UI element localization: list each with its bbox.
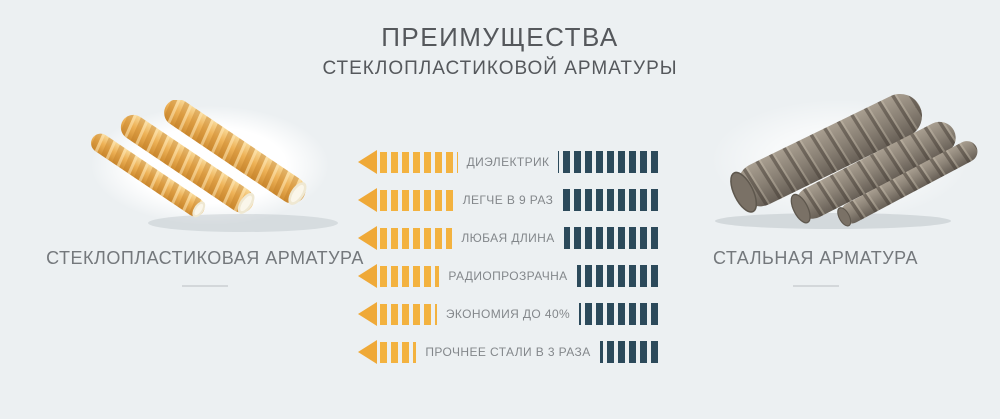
left-arrow-icon [358, 264, 377, 288]
row-label: ЛЮБАЯ ДЛИНА [461, 231, 555, 245]
advantage-arrow [358, 150, 458, 174]
comparison-row: РАДИОПРОЗРАЧНА [358, 264, 658, 288]
left-arrow-icon [358, 302, 377, 326]
left-arrow-icon [358, 188, 377, 212]
row-label: ПРОЧНЕЕ СТАЛИ В 3 РАЗА [425, 345, 591, 359]
fiberglass-rebar-caption: СТЕКЛОПЛАСТИКОВАЯ АРМАТУРА [25, 248, 385, 287]
teal-dash-bars-icon [579, 303, 658, 325]
teal-dash-bars-icon [563, 227, 658, 249]
steel-rebar-caption: СТАЛЬНАЯ АРМАТУРА [703, 248, 928, 287]
yellow-dash-bars-icon [380, 189, 454, 211]
comparison-row: ЛЮБАЯ ДЛИНА [358, 226, 658, 250]
fiberglass-rebar-image [91, 100, 338, 232]
steel-rebar-label: СТАЛЬНАЯ АРМАТУРА [713, 248, 918, 268]
steel-rebar-figure [698, 90, 982, 236]
yellow-dash-bars-icon [380, 151, 458, 173]
row-label: ЭКОНОМИЯ ДО 40% [445, 307, 571, 321]
row-label: ДИЭЛЕКТРИК [466, 155, 550, 169]
advantage-arrow [358, 302, 437, 326]
fiberglass-rebar-figure [78, 100, 342, 242]
title-block: ПРЕИМУЩЕСТВА СТЕКЛОПЛАСТИКОВОЙ АРМАТУРЫ [0, 22, 1000, 80]
row-label: РАДИОПРОЗРАЧНА [448, 269, 568, 283]
left-arrow-icon [358, 150, 377, 174]
teal-dash-bars-icon [576, 265, 658, 287]
teal-dash-bars-icon [562, 189, 659, 211]
advantage-arrow [358, 264, 440, 288]
advantage-arrow [358, 226, 453, 250]
comparison-row: ЛЕГЧЕ В 9 РАЗ [358, 188, 659, 212]
advantage-arrow [358, 188, 454, 212]
left-arrow-icon [358, 340, 377, 364]
yellow-dash-bars-icon [380, 341, 417, 363]
caption-divider-right [792, 285, 839, 287]
yellow-dash-bars-icon [380, 227, 453, 249]
comparison-rows: ДИЭЛЕКТРИК ЛЕГЧЕ В 9 РАЗ ЛЮБАЯ ДЛИНА [358, 150, 659, 378]
advantage-arrow [358, 340, 417, 364]
steel-rebar-image [715, 93, 978, 229]
comparison-row: ПРОЧНЕЕ СТАЛИ В 3 РАЗА [358, 340, 658, 364]
caption-divider-left [182, 285, 228, 287]
comparison-row: ДИЭЛЕКТРИК [358, 150, 659, 174]
page-title: ПРЕИМУЩЕСТВА [381, 22, 619, 52]
row-label: ЛЕГЧЕ В 9 РАЗ [462, 193, 554, 207]
teal-dash-bars-icon [599, 341, 658, 363]
yellow-dash-bars-icon [380, 303, 437, 325]
page-subtitle: СТЕКЛОПЛАСТИКОВОЙ АРМАТУРЫ [322, 58, 678, 79]
left-arrow-icon [358, 226, 377, 250]
teal-dash-bars-icon [558, 151, 659, 173]
yellow-dash-bars-icon [380, 265, 440, 287]
comparison-row: ЭКОНОМИЯ ДО 40% [358, 302, 658, 326]
fiberglass-rebar-label: СТЕКЛОПЛАСТИКОВАЯ АРМАТУРА [46, 248, 364, 268]
